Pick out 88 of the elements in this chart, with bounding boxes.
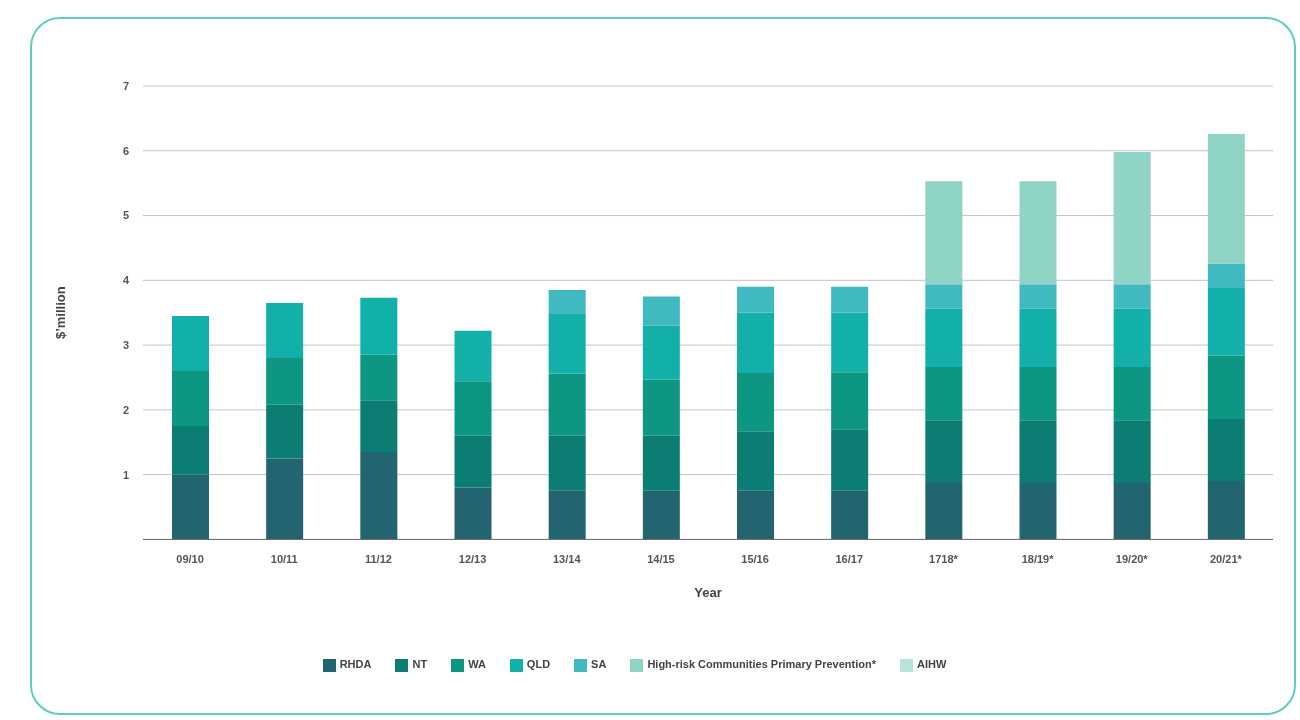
bar [737,372,774,432]
bar [737,490,774,540]
bar [454,330,492,382]
x-tick-label: 11/12 [364,553,392,566]
bar [737,312,774,373]
bar [454,435,492,488]
bar [642,435,680,491]
bar [831,286,869,313]
x-tick-label: 14/15 [647,553,675,566]
y-axis-title: $’million [53,286,69,340]
bar [925,181,963,285]
y-tick-label: 6 [122,144,129,157]
x-tick-label: 09/10 [176,553,204,566]
y-tick-label: 2 [122,403,129,416]
bar [172,474,209,540]
x-tick-label: 18/19* [1021,553,1055,566]
x-tick-label: 12/13 [458,553,487,566]
bar [1207,133,1245,264]
bar [1207,288,1245,356]
bar [1113,284,1151,309]
legend-label: High-risk Communities Primary Prevention* [647,658,876,671]
legend-label: RHDA [339,658,372,671]
bar [1113,152,1151,285]
bar [1019,367,1057,421]
bar [737,286,774,313]
legend-label: QLD [526,658,551,671]
bar [1019,483,1057,540]
bar [360,400,398,452]
bar [831,490,869,540]
x-tick-label: 1718* [929,553,959,566]
bar [925,483,963,540]
bar [266,458,304,540]
bar [831,429,869,491]
bar [548,314,586,374]
bar [1207,418,1245,482]
bar [548,290,586,314]
y-tick-label: 5 [122,209,129,222]
bar [1113,308,1151,368]
bar [1019,420,1057,484]
bar [266,358,304,405]
bar [172,315,209,371]
bar [1207,263,1245,289]
bar [266,302,304,359]
bar [1113,367,1151,421]
y-tick-label: 1 [122,468,129,481]
bar [925,420,963,484]
bar [925,308,963,368]
legend-label: SA [591,658,607,671]
bar [737,431,774,491]
bar [642,296,680,326]
bar [454,487,492,540]
bar [360,451,398,540]
x-tick-label: 13/14 [552,553,582,566]
bar [548,435,586,491]
x-tick-label: 20/21* [1210,553,1243,566]
y-tick-label: 4 [122,274,130,287]
bar [454,381,492,436]
bar [642,490,680,540]
bar [360,297,398,355]
bar [360,354,398,401]
bar [642,325,680,380]
bar [548,490,586,540]
x-tick-label: 19/20* [1115,553,1149,566]
y-tick-label: 3 [122,338,129,351]
bar [1113,483,1151,540]
bar [172,371,209,427]
x-tick-label: 16/17 [835,553,864,566]
legend-label: NT [412,658,428,671]
bar [642,379,680,436]
bar [1019,308,1057,368]
bar [1019,181,1057,285]
bar [1019,284,1057,309]
legend-label: WA [468,658,486,671]
legend-label: AIHW [917,658,947,671]
y-tick-label: 7 [122,79,129,92]
bar [925,367,963,421]
x-tick-label: 10/11 [270,553,298,566]
bar [1113,420,1151,484]
bar [831,372,869,430]
bar [831,312,869,373]
bar [548,373,586,436]
bar [1207,481,1245,540]
bar [172,426,209,475]
x-axis-title: Year [694,585,722,601]
bar [266,404,304,459]
bar [1207,355,1245,419]
bar [925,284,963,309]
x-tick-label: 15/16 [741,553,769,566]
